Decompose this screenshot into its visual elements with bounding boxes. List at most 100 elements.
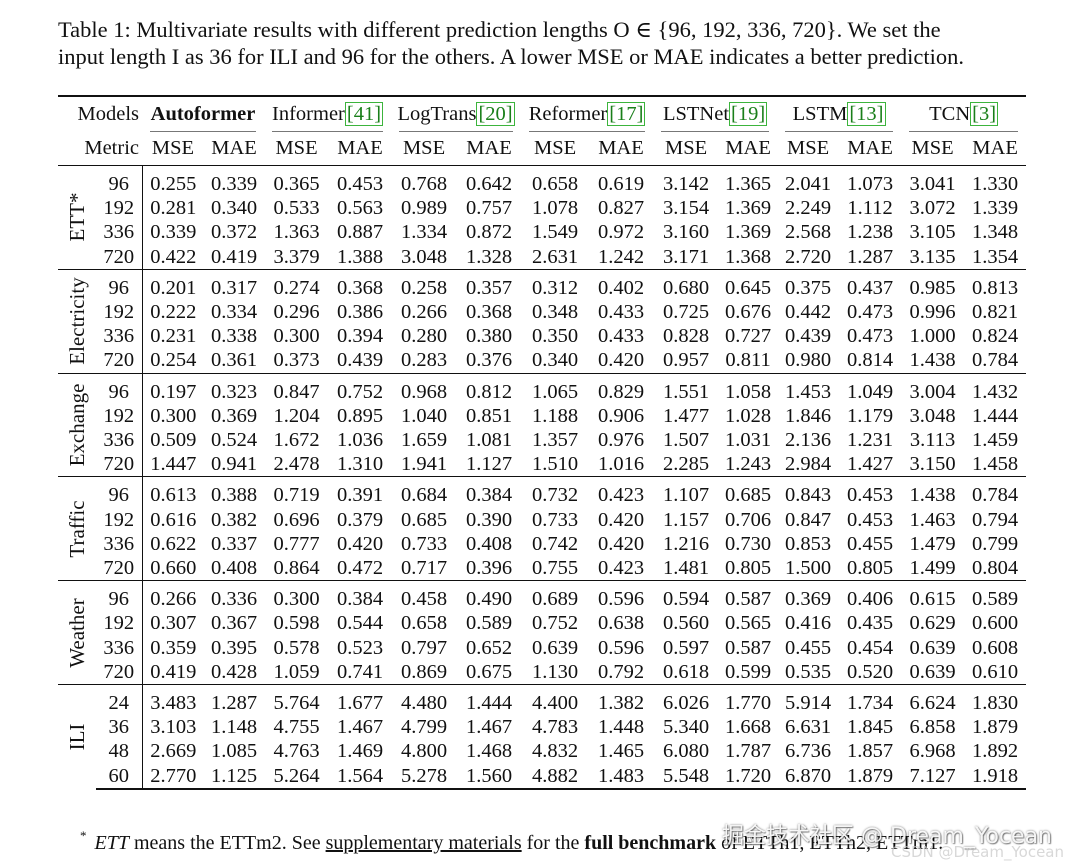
value-cell: 0.685 (719, 476, 778, 508)
value-cell: 1.328 (465, 245, 513, 268)
value-cell: 0.428 (210, 660, 258, 683)
value-cell: 0.390 (465, 508, 513, 531)
value-cell: 0.423 (597, 557, 645, 580)
value-cell: 0.827 (597, 197, 645, 220)
value-cell: 0.337 (210, 532, 258, 555)
table-row: 336 0.231 0.338 0.300 0.394 0.280 0.380 0.350 0.… (58, 324, 1026, 349)
value-cell: 0.300 (264, 580, 330, 612)
table-row: 336 0.509 0.524 1.672 1.036 1.659 1.081 1.357 0.… (58, 428, 1026, 453)
value-cell: 0.843 (777, 476, 840, 508)
value-cell: 1.059 (273, 660, 320, 683)
value-cell: 1.941 (400, 453, 448, 476)
results-table: Models Autoformer Informer[41] LogTrans[20]… (58, 95, 1027, 790)
table-row: 336 0.339 0.372 1.363 0.887 1.334 0.872 1.549 0.… (58, 220, 1026, 245)
metric-mse: MSE (391, 131, 458, 166)
prediction-length: 96 (96, 165, 143, 197)
value-cell: 0.639 (909, 636, 956, 659)
value-cell: 0.638 (597, 612, 645, 635)
dataset-label: Weather (58, 580, 96, 685)
metric-mae: MAE (589, 131, 654, 166)
model-name: TCN (929, 102, 971, 125)
value-cell: 1.481 (663, 557, 710, 580)
citation-link[interactable]: [13] (847, 101, 886, 126)
value-cell: 1.770 (719, 684, 778, 716)
value-cell: 1.479 (909, 532, 956, 555)
value-cell: 0.524 (210, 429, 258, 452)
metric-mse: MSE (901, 131, 965, 166)
table-row: 720 0.254 0.361 0.373 0.439 0.283 0.376 0.340 0.… (58, 348, 1026, 374)
prediction-length: 720 (96, 244, 143, 270)
value-cell: 0.367 (210, 612, 258, 635)
value-cell: 1.510 (531, 453, 579, 476)
value-cell: 0.829 (589, 372, 654, 404)
value-cell: 0.717 (400, 557, 448, 580)
caption-line-1: Table 1: Multivariate results with diffe… (58, 17, 941, 42)
value-cell: 6.858 (909, 716, 956, 739)
value-cell: 1.188 (531, 404, 579, 427)
citation-link[interactable]: [3] (970, 101, 999, 126)
value-cell: 0.266 (400, 301, 448, 324)
value-cell: 0.317 (204, 268, 265, 301)
header-underline (399, 131, 514, 132)
value-cell: 1.369 (725, 221, 772, 244)
value-cell: 0.359 (150, 636, 197, 659)
value-cell: 1.242 (597, 245, 645, 268)
value-cell: 0.523 (336, 636, 384, 659)
value-cell: 6.026 (653, 684, 720, 716)
metric-mae: MAE (964, 131, 1027, 166)
value-cell: 1.892 (972, 740, 1019, 763)
header-underline (909, 131, 1019, 132)
value-cell: 0.372 (210, 221, 258, 244)
value-cell: 4.755 (273, 716, 320, 739)
value-cell: 0.608 (972, 636, 1019, 659)
value-cell: 1.243 (725, 453, 772, 476)
value-cell: 0.369 (210, 404, 258, 427)
value-cell: 0.455 (847, 532, 894, 555)
table-row: Electricity 96 0.201 0.317 0.274 0.368 0.258 0.… (58, 268, 1027, 374)
citation-link[interactable]: [17] (607, 101, 646, 126)
value-cell: 0.408 (465, 532, 513, 555)
table-row: 720 0.419 0.428 1.059 0.741 0.869 0.675 1.130 0.… (58, 659, 1026, 685)
prediction-length: 720 (96, 659, 143, 685)
value-cell: 0.312 (521, 268, 590, 301)
value-cell: 3.103 (150, 716, 197, 739)
value-cell: 0.544 (336, 612, 384, 635)
value-cell: 3.160 (663, 221, 710, 244)
citation-link[interactable]: [19] (729, 101, 768, 126)
citation-link[interactable]: [41] (344, 101, 384, 126)
value-cell: 4.400 (521, 684, 590, 716)
value-cell: 1.458 (972, 453, 1019, 476)
footnote-text-2: for the (521, 832, 585, 854)
value-cell: 0.599 (725, 660, 772, 683)
value-cell: 3.135 (909, 245, 956, 268)
value-cell: 0.509 (150, 429, 197, 452)
prediction-length: 96 (96, 372, 143, 404)
value-cell: 1.432 (964, 372, 1027, 404)
value-cell: 1.560 (457, 763, 522, 790)
value-cell: 0.642 (465, 173, 513, 195)
value-cell: 0.433 (597, 325, 645, 348)
metric-mse: MSE (142, 131, 204, 166)
value-cell: 1.857 (847, 740, 894, 763)
value-cell: 0.828 (663, 325, 710, 348)
value-cell: 1.453 (777, 372, 840, 404)
citation-link[interactable]: [20] (476, 101, 515, 126)
value-cell: 1.879 (972, 716, 1019, 739)
value-cell: 0.350 (531, 325, 579, 348)
value-cell: 1.507 (663, 429, 710, 452)
table-row: 336 0.359 0.395 0.578 0.523 0.797 0.652 0.639 0.… (58, 635, 1026, 660)
value-cell: 0.685 (400, 508, 448, 531)
value-cell: 5.548 (653, 763, 720, 790)
value-cell: 0.660 (150, 557, 197, 580)
model-name: Informer (272, 102, 345, 125)
value-cell: 1.354 (972, 245, 1019, 268)
value-cell: 0.587 (719, 580, 778, 612)
value-cell: 0.784 (964, 476, 1027, 508)
value-cell: 0.280 (400, 325, 448, 348)
value-cell: 0.804 (972, 557, 1019, 580)
value-cell: 0.755 (531, 557, 579, 580)
value-cell: 2.136 (785, 429, 832, 452)
value-cell: 0.578 (273, 636, 320, 659)
footnote-text-1: means the ETTm2. See (128, 832, 326, 854)
supplementary-link[interactable]: supplementary materials (325, 832, 522, 854)
